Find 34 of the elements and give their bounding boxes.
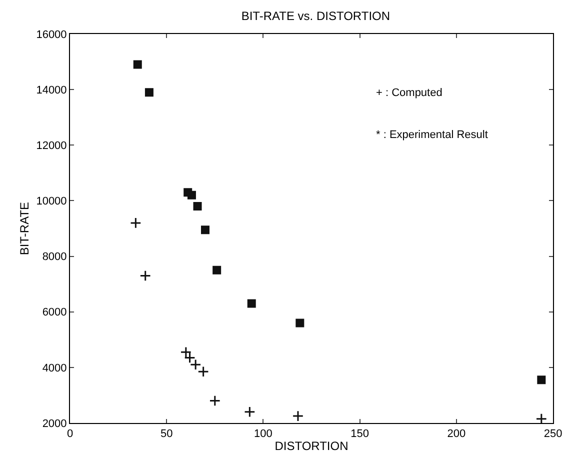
x-tick-label: 150 bbox=[350, 428, 369, 440]
point bbox=[209, 395, 221, 406]
point bbox=[536, 413, 548, 424]
y-tick-label: 6000 bbox=[42, 306, 67, 319]
chart-title: BIT-RATE vs. DISTORTION bbox=[241, 8, 390, 23]
y-tick-label: 4000 bbox=[42, 362, 67, 374]
point bbox=[144, 88, 154, 97]
point bbox=[200, 226, 210, 234]
point bbox=[133, 60, 142, 69]
x-tick-label: 100 bbox=[254, 428, 272, 440]
y-axis-title: BIT-RATE bbox=[18, 202, 32, 256]
point bbox=[140, 270, 151, 282]
point bbox=[212, 266, 222, 274]
point bbox=[247, 299, 256, 308]
annotation: * : Experimental Result bbox=[376, 129, 488, 141]
x-tick-label: 200 bbox=[447, 428, 466, 440]
point bbox=[193, 202, 202, 211]
x-tick-label: 0 bbox=[66, 428, 74, 440]
point bbox=[292, 410, 304, 422]
point bbox=[296, 318, 304, 328]
x-tick-label: 250 bbox=[544, 428, 562, 440]
x-axis-title: DISTORTION bbox=[274, 439, 348, 454]
point bbox=[130, 217, 142, 229]
y-tick-label: 10000 bbox=[36, 196, 67, 208]
point bbox=[187, 190, 196, 200]
annotation: + : Computed bbox=[376, 87, 442, 99]
x-tick-label: 50 bbox=[160, 428, 173, 440]
y-tick-label: 8000 bbox=[42, 251, 67, 264]
y-tick-label: 16000 bbox=[36, 28, 67, 41]
y-tick-label: 2000 bbox=[42, 418, 67, 430]
point bbox=[537, 376, 546, 384]
point bbox=[244, 406, 256, 418]
y-tick-label: 12000 bbox=[36, 140, 67, 152]
y-tick-label: 14000 bbox=[36, 84, 67, 96]
